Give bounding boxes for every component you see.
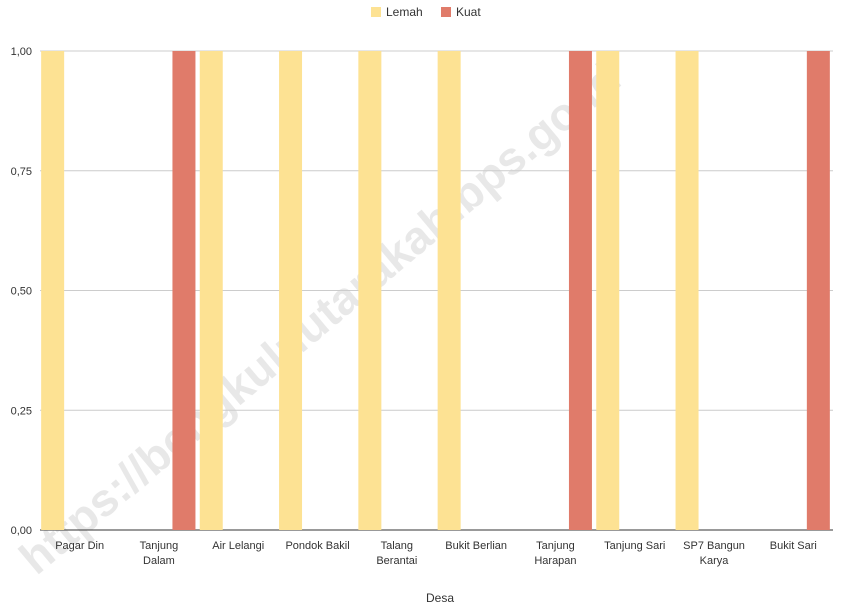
bar-kuat[interactable]	[568, 51, 592, 530]
bar-kuat[interactable]	[806, 51, 830, 530]
x-tick-label: Tanjung Harapan	[534, 540, 576, 567]
x-tick-label: Pagar Din	[55, 540, 104, 552]
x-tick-label: Bukit Berlian	[445, 540, 507, 552]
bar-lemah[interactable]	[358, 51, 382, 530]
y-tick-label: 0,75	[11, 166, 32, 178]
legend-label: Kuat	[456, 5, 481, 19]
x-tick-label: Air Lelangi	[212, 540, 264, 552]
gridlines	[40, 50, 833, 531]
legend[interactable]: Lemah Kuat	[371, 5, 481, 19]
legend-swatch	[441, 7, 451, 17]
x-tick-label: Tanjung Dalam	[140, 540, 179, 567]
bar-lemah[interactable]	[596, 51, 620, 530]
y-tick-label: 1,00	[11, 46, 32, 58]
legend-swatch	[371, 7, 381, 17]
legend-label: Lemah	[386, 5, 423, 19]
watermark-text: https://bengkuluutarakab.bps.go.id	[9, 51, 630, 584]
legend-item-lemah[interactable]: Lemah	[371, 5, 423, 19]
y-tick-label: 0,25	[11, 405, 32, 417]
watermark: https://bengkuluutarakab.bps.go.id	[9, 51, 630, 584]
x-tick-label: Bukit Sari	[770, 540, 817, 552]
y-tick-label: 0,00	[11, 525, 32, 537]
bar-lemah[interactable]	[199, 51, 223, 530]
x-axis-title: Desa	[426, 591, 454, 605]
x-tick-label: Pondok Bakil	[285, 540, 349, 552]
legend-item-kuat[interactable]: Kuat	[441, 5, 481, 19]
axes: 0,00 0,25 0,50 0,75 1,00 Pagar Din Tanjung Dala…	[11, 46, 817, 567]
bar-kuat[interactable]	[172, 51, 196, 530]
bar-lemah[interactable]	[279, 51, 303, 530]
bars	[41, 51, 830, 530]
bar-lemah[interactable]	[41, 51, 65, 530]
bar-lemah[interactable]	[437, 51, 461, 530]
bar-lemah[interactable]	[675, 51, 699, 530]
x-tick-label: SP7 Bangun Karya	[683, 540, 745, 567]
x-tick-label: Tanjung Sari	[604, 540, 665, 552]
y-tick-label: 0,50	[11, 286, 32, 298]
x-tick-label: Talang Berantai	[376, 540, 417, 567]
